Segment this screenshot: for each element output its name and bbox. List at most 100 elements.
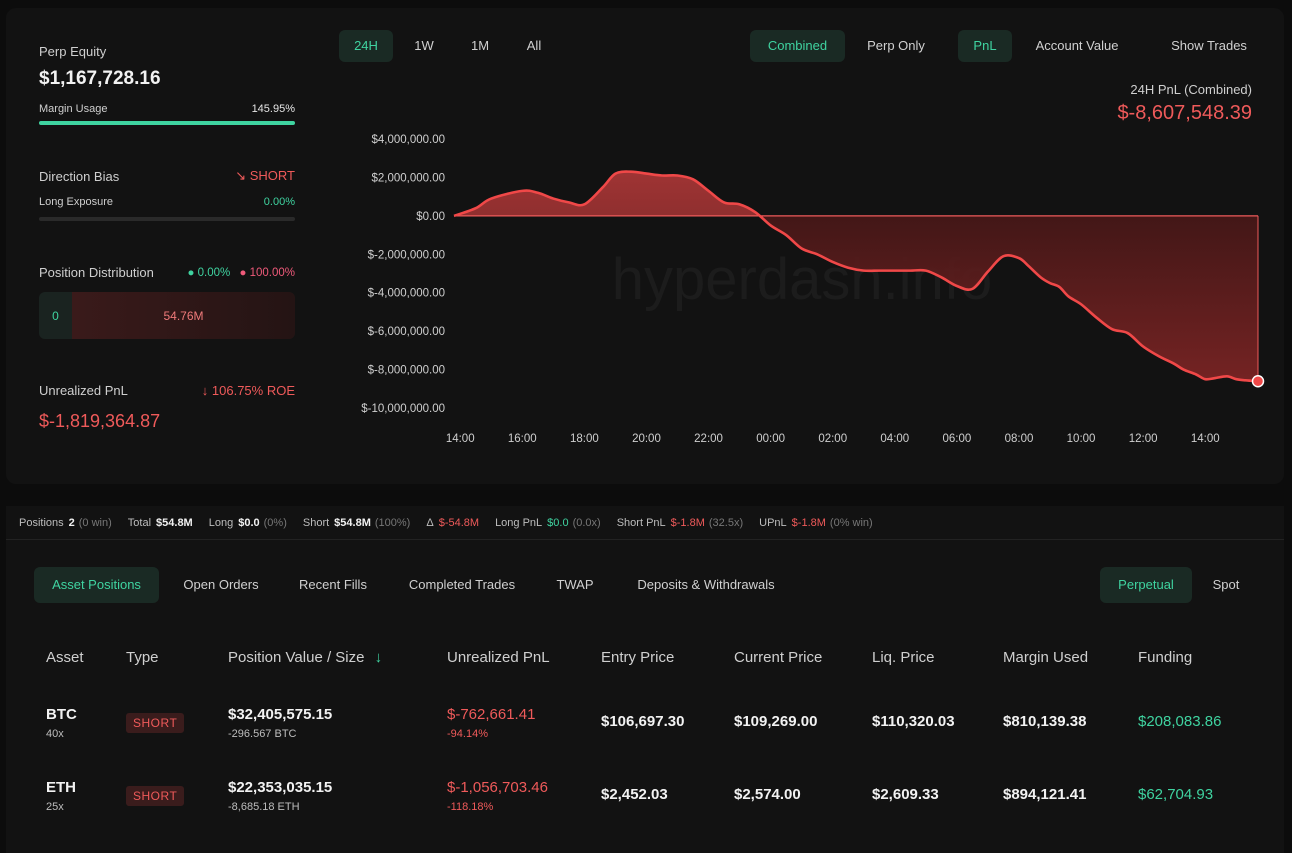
long-exposure-value: 0.00% [263,196,295,208]
distribution-short-pct: 100.00% [249,266,295,279]
x-tick-label: 14:00 [446,433,475,445]
y-tick-label: $0.00 [416,211,445,223]
header-asset[interactable]: Asset [46,649,84,666]
long-exposure-row: Long Exposure 0.00% [39,196,295,208]
margin-usage-label: Margin Usage [39,103,108,115]
stat-long-value: $0.0 [238,516,260,529]
row-asset: BTC [46,706,77,723]
header-position-value-label: Position Value / Size [228,649,365,666]
header-funding[interactable]: Funding [1138,649,1193,666]
tab-open-orders[interactable]: Open Orders [183,577,259,592]
y-tick-label: $2,000,000.00 [371,172,445,184]
header-entry-price[interactable]: Entry Price [601,649,675,666]
table-row[interactable]: ETH 25x SHORT $22,353,035.15 -8,685.18 E… [6,763,1284,823]
stat-long-pnl-label: Long PnL [495,516,543,529]
tab-recent-fills[interactable]: Recent Fills [299,577,367,592]
stat-long: Long $0.0 (0%) [209,517,287,529]
show-trades-button[interactable]: Show Trades [1171,38,1247,53]
margin-usage-row: Margin Usage 145.95% [39,103,295,115]
last-point-marker[interactable] [1251,374,1265,388]
stat-total-value: $54.8M [156,516,193,529]
plot-area [453,170,1265,388]
stat-short-pnl-note: (32.5x) [708,516,744,529]
margin-usage-value: 145.95% [251,103,295,115]
tab-deposits-withdrawals[interactable]: Deposits & Withdrawals [637,577,775,592]
range-all-button[interactable]: All [526,38,542,53]
stat-positions-label: Positions [19,516,64,529]
roe-value: ↓ 106.75% ROE [202,383,295,398]
tab-completed-trades[interactable]: Completed Trades [408,577,516,592]
row-asset: ETH [46,779,76,796]
row-unrealized-pnl: $-762,661.41 [447,706,536,723]
arrow-down-icon: ↓ [201,383,209,398]
long-dot-icon: ● [187,266,195,279]
stat-short-label: Short [302,516,330,529]
mode-combined-button[interactable]: Combined [750,30,845,62]
x-tick-label: 08:00 [1005,433,1034,445]
y-axis: $4,000,000.00 $2,000,000.00 $0.00 $-2,000,0… [361,134,445,415]
row-current-price: $2,574.00 [734,786,801,803]
x-axis: 14:00 16:00 18:00 20:00 22:00 00:00 02:00 04:00… [446,433,1220,445]
row-type-badge: SHORT [126,786,185,806]
range-24h-button[interactable]: 24H [339,30,393,62]
stat-total: Total $54.8M [128,517,193,529]
x-tick-label: 02:00 [818,433,847,445]
row-current-price: $109,269.00 [734,713,818,730]
distribution-long-segment: 0 [39,292,72,339]
direction-bias-label: Direction Bias [39,168,120,184]
stat-positions: Positions 2 (0 win) [19,517,112,529]
unrealized-pnl-label: Unrealized PnL [39,383,128,398]
stat-long-label: Long [208,516,234,529]
stat-delta-label: Δ [426,516,434,529]
header-position-value[interactable]: Position Value / Size ↓ [228,649,382,666]
header-type[interactable]: Type [126,649,159,666]
header-liq-price[interactable]: Liq. Price [872,649,935,666]
pnl-panel: Perp Equity $1,167,728.16 Margin Usage 1… [6,8,1284,484]
distribution-short-segment: 54.76M [72,292,295,339]
tab-perpetual[interactable]: Perpetual [1100,567,1192,603]
row-leverage: 40x [46,728,64,740]
header-current-price[interactable]: Current Price [734,649,823,666]
row-unrealized-pnl: $-1,056,703.46 [447,779,548,796]
margin-usage-fill [39,121,295,125]
mode-perp-only-button[interactable]: Perp Only [867,38,925,53]
header-unrealized-pnl[interactable]: Unrealized PnL [447,649,550,666]
header-margin-used[interactable]: Margin Used [1003,649,1089,666]
stat-upnl-label: UPnL [759,516,787,529]
range-1w-button[interactable]: 1W [414,38,434,53]
perp-equity-label: Perp Equity [39,44,107,59]
tab-asset-positions[interactable]: Asset Positions [34,567,159,603]
y-tick-label: $-4,000,000.00 [368,288,445,300]
row-liq-price: $110,320.03 [872,713,955,730]
tab-spot[interactable]: Spot [1212,577,1240,592]
x-tick-label: 12:00 [1129,433,1158,445]
stat-positions-value: 2 [68,516,75,529]
x-tick-label: 14:00 [1191,433,1220,445]
row-size: -8,685.18 ETH [228,801,300,813]
y-tick-label: $-6,000,000.00 [368,326,445,338]
metric-account-value-button[interactable]: Account Value [1035,38,1119,53]
chart-header-value: $-8,607,548.39 [1117,102,1252,124]
roe-text: 106.75% ROE [211,383,295,398]
unrealized-pnl-value: $-1,819,364.87 [39,411,161,431]
x-tick-label: 04:00 [880,433,909,445]
distribution-legend: ● 0.00% ● 100.00% [187,267,295,279]
tab-twap[interactable]: TWAP [556,577,594,592]
unrealized-pnl-row: Unrealized PnL ↓ 106.75% ROE [39,383,295,398]
short-dot-icon: ● [239,266,247,279]
x-tick-label: 10:00 [1067,433,1096,445]
stat-upnl-note: (0% win) [829,516,873,529]
y-tick-label: $-8,000,000.00 [368,365,445,377]
stat-long-pnl-note: (0.0x) [572,516,601,529]
chart-header-label: 24H PnL (Combined) [1130,82,1252,97]
range-1m-button[interactable]: 1M [470,38,490,53]
metric-pnl-button[interactable]: PnL [958,30,1012,62]
row-size: -296.567 BTC [228,728,297,740]
row-position-value: $32,405,575.15 [228,706,333,723]
row-pnl-pct: -94.14% [447,728,488,740]
margin-usage-bar [39,121,295,125]
distribution-short-value: 54.76M [163,308,204,323]
table-row[interactable]: BTC 40x SHORT $32,405,575.15 -296.567 BT… [6,690,1284,750]
x-tick-label: 20:00 [632,433,661,445]
pnl-chart[interactable]: hyperdash.info $4,000,000.00$2,000,000.0… [6,8,1284,484]
